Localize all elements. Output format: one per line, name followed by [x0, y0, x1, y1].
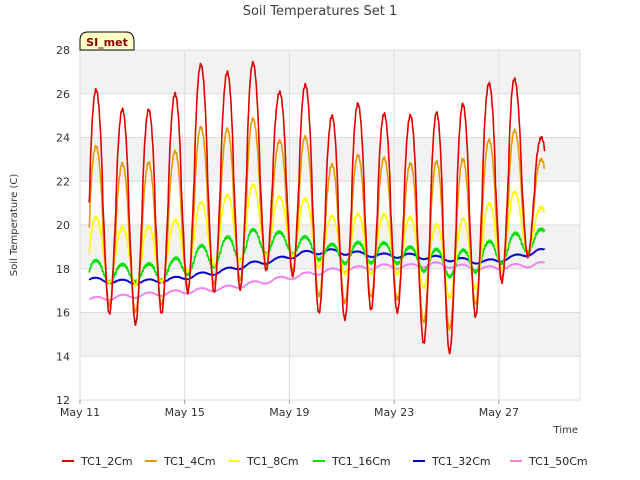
series-layer	[88, 60, 546, 355]
x-tick-label: May 19	[269, 406, 309, 419]
x-tick-label: May 23	[374, 406, 414, 419]
legend-label: TC1_32Cm	[431, 455, 491, 468]
y-tick-label: 20	[56, 219, 70, 232]
x-axis-label: Time	[553, 425, 578, 436]
legend-item: TC1_32Cm	[413, 455, 491, 468]
site-badge-box	[79, 31, 135, 51]
y-axis-label: Soil Temperature (C)	[9, 174, 20, 277]
x-tick-labels: May 11 May 15 May 19 May 23 May 27	[60, 400, 519, 419]
y-tick-label: 24	[56, 132, 70, 145]
plot-frame	[79, 49, 581, 401]
y-tick-label: 18	[56, 263, 70, 276]
plot-band	[80, 268, 580, 313]
y-tick-label: 12	[56, 394, 70, 407]
series-line-tc1-2cm	[88, 60, 546, 355]
x-tick-label: May 11	[60, 406, 100, 419]
legend-item: TC1_4Cm	[145, 455, 216, 468]
legend-label: TC1_2Cm	[80, 455, 133, 468]
series-line-tc1-50cm	[88, 261, 546, 302]
site-badge: SI_met	[79, 31, 135, 51]
legend-label: TC1_8Cm	[246, 455, 299, 468]
plot-band	[80, 356, 580, 400]
legend-item: TC1_8Cm	[228, 455, 299, 468]
y-tick-label: 26	[56, 88, 70, 101]
chart-title: Soil Temperatures Set 1	[243, 4, 398, 19]
y-tick-label: 16	[56, 307, 70, 320]
legend-label: TC1_4Cm	[163, 455, 216, 468]
legend-label: TC1_50Cm	[528, 455, 588, 468]
legend-item: TC1_16Cm	[313, 455, 391, 468]
plot-band	[80, 312, 580, 357]
legend-item: TC1_50Cm	[510, 455, 588, 468]
y-tick-label: 28	[56, 44, 70, 57]
legend: TC1_2Cm TC1_4Cm TC1_8Cm TC1_16Cm TC1_32Cm TC1…	[62, 455, 588, 468]
y-tick-label: 14	[56, 350, 70, 363]
y-tick-labels: 12 14 16 18 20 22 24 26 28	[56, 44, 70, 407]
site-badge-label: SI_met	[86, 36, 128, 49]
legend-item: TC1_2Cm	[62, 455, 133, 468]
plot-band	[80, 50, 580, 94]
x-tick-label: May 15	[165, 406, 205, 419]
legend-label: TC1_16Cm	[331, 455, 391, 468]
y-tick-label: 22	[56, 175, 70, 188]
x-tick-label: May 27	[479, 406, 519, 419]
